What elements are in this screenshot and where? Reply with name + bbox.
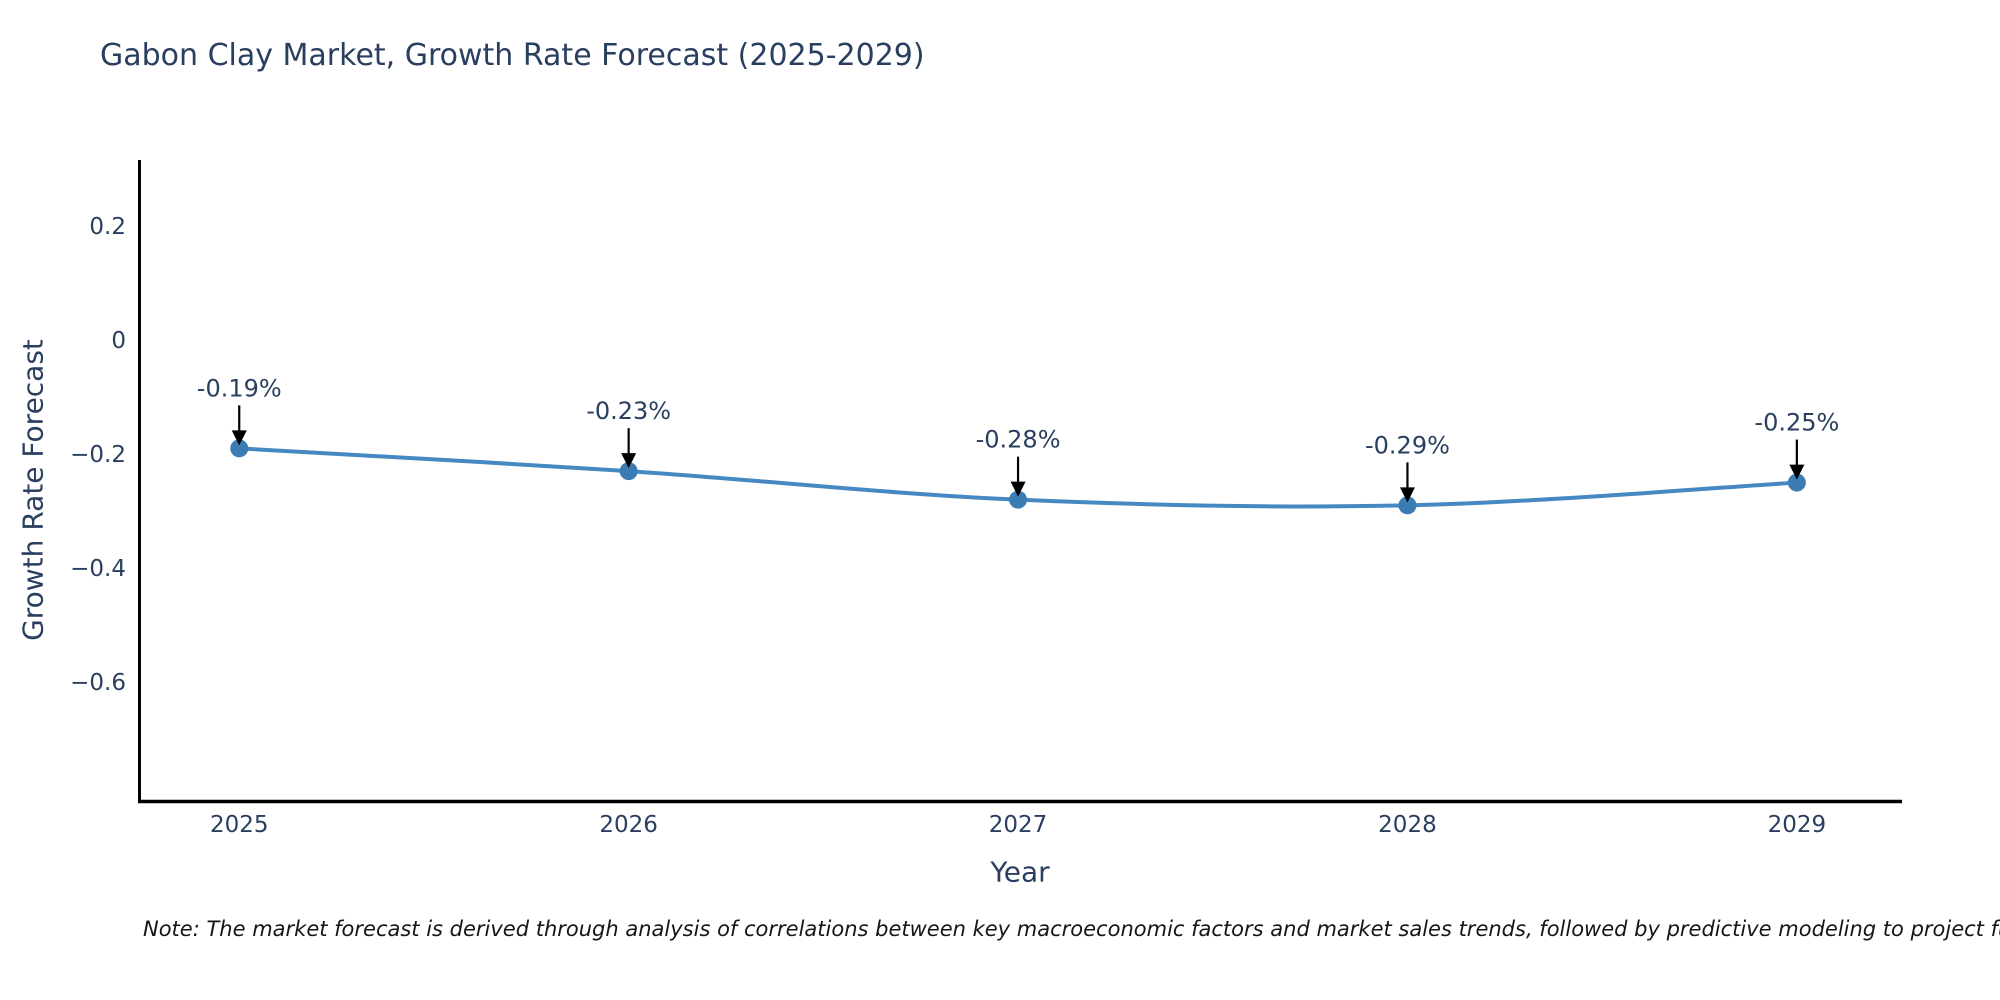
annotation-label: -0.28% — [976, 426, 1061, 454]
annotation-arrowhead-icon — [1789, 464, 1805, 480]
y-tick-label: −0.2 — [70, 442, 126, 468]
x-tick-label: 2027 — [989, 812, 1048, 838]
annotation-arrowhead-icon — [231, 430, 247, 446]
footnote: Note: The market forecast is derived thr… — [143, 917, 2000, 941]
x-tick-label: 2029 — [1768, 812, 1827, 838]
y-tick-label: −0.6 — [70, 670, 126, 696]
y-tick-label: 0.2 — [89, 214, 126, 240]
y-tick-label: 0 — [111, 328, 126, 354]
x-tick-label: 2028 — [1378, 812, 1437, 838]
annotation-label: -0.25% — [1754, 409, 1839, 437]
data-point-2027 — [1009, 490, 1028, 509]
x-tick-label: 2026 — [599, 812, 658, 838]
chart-title: Gabon Clay Market, Growth Rate Forecast … — [100, 38, 925, 73]
data-point-2028 — [1398, 496, 1417, 515]
x-axis-title: Year — [990, 855, 1050, 889]
data-point-2029 — [1787, 473, 1806, 492]
annotation-arrowhead-icon — [621, 453, 637, 469]
annotation-arrowhead-icon — [1399, 487, 1415, 503]
x-tick-label: 2025 — [210, 812, 269, 838]
y-tick-label: −0.4 — [70, 556, 126, 582]
data-point-2026 — [619, 462, 638, 481]
annotation-label: -0.23% — [586, 397, 671, 425]
annotation-arrowhead-icon — [1010, 481, 1026, 497]
data-point-2025 — [230, 439, 249, 458]
annotation-label: -0.29% — [1365, 431, 1450, 459]
annotation-label: -0.19% — [197, 374, 282, 402]
